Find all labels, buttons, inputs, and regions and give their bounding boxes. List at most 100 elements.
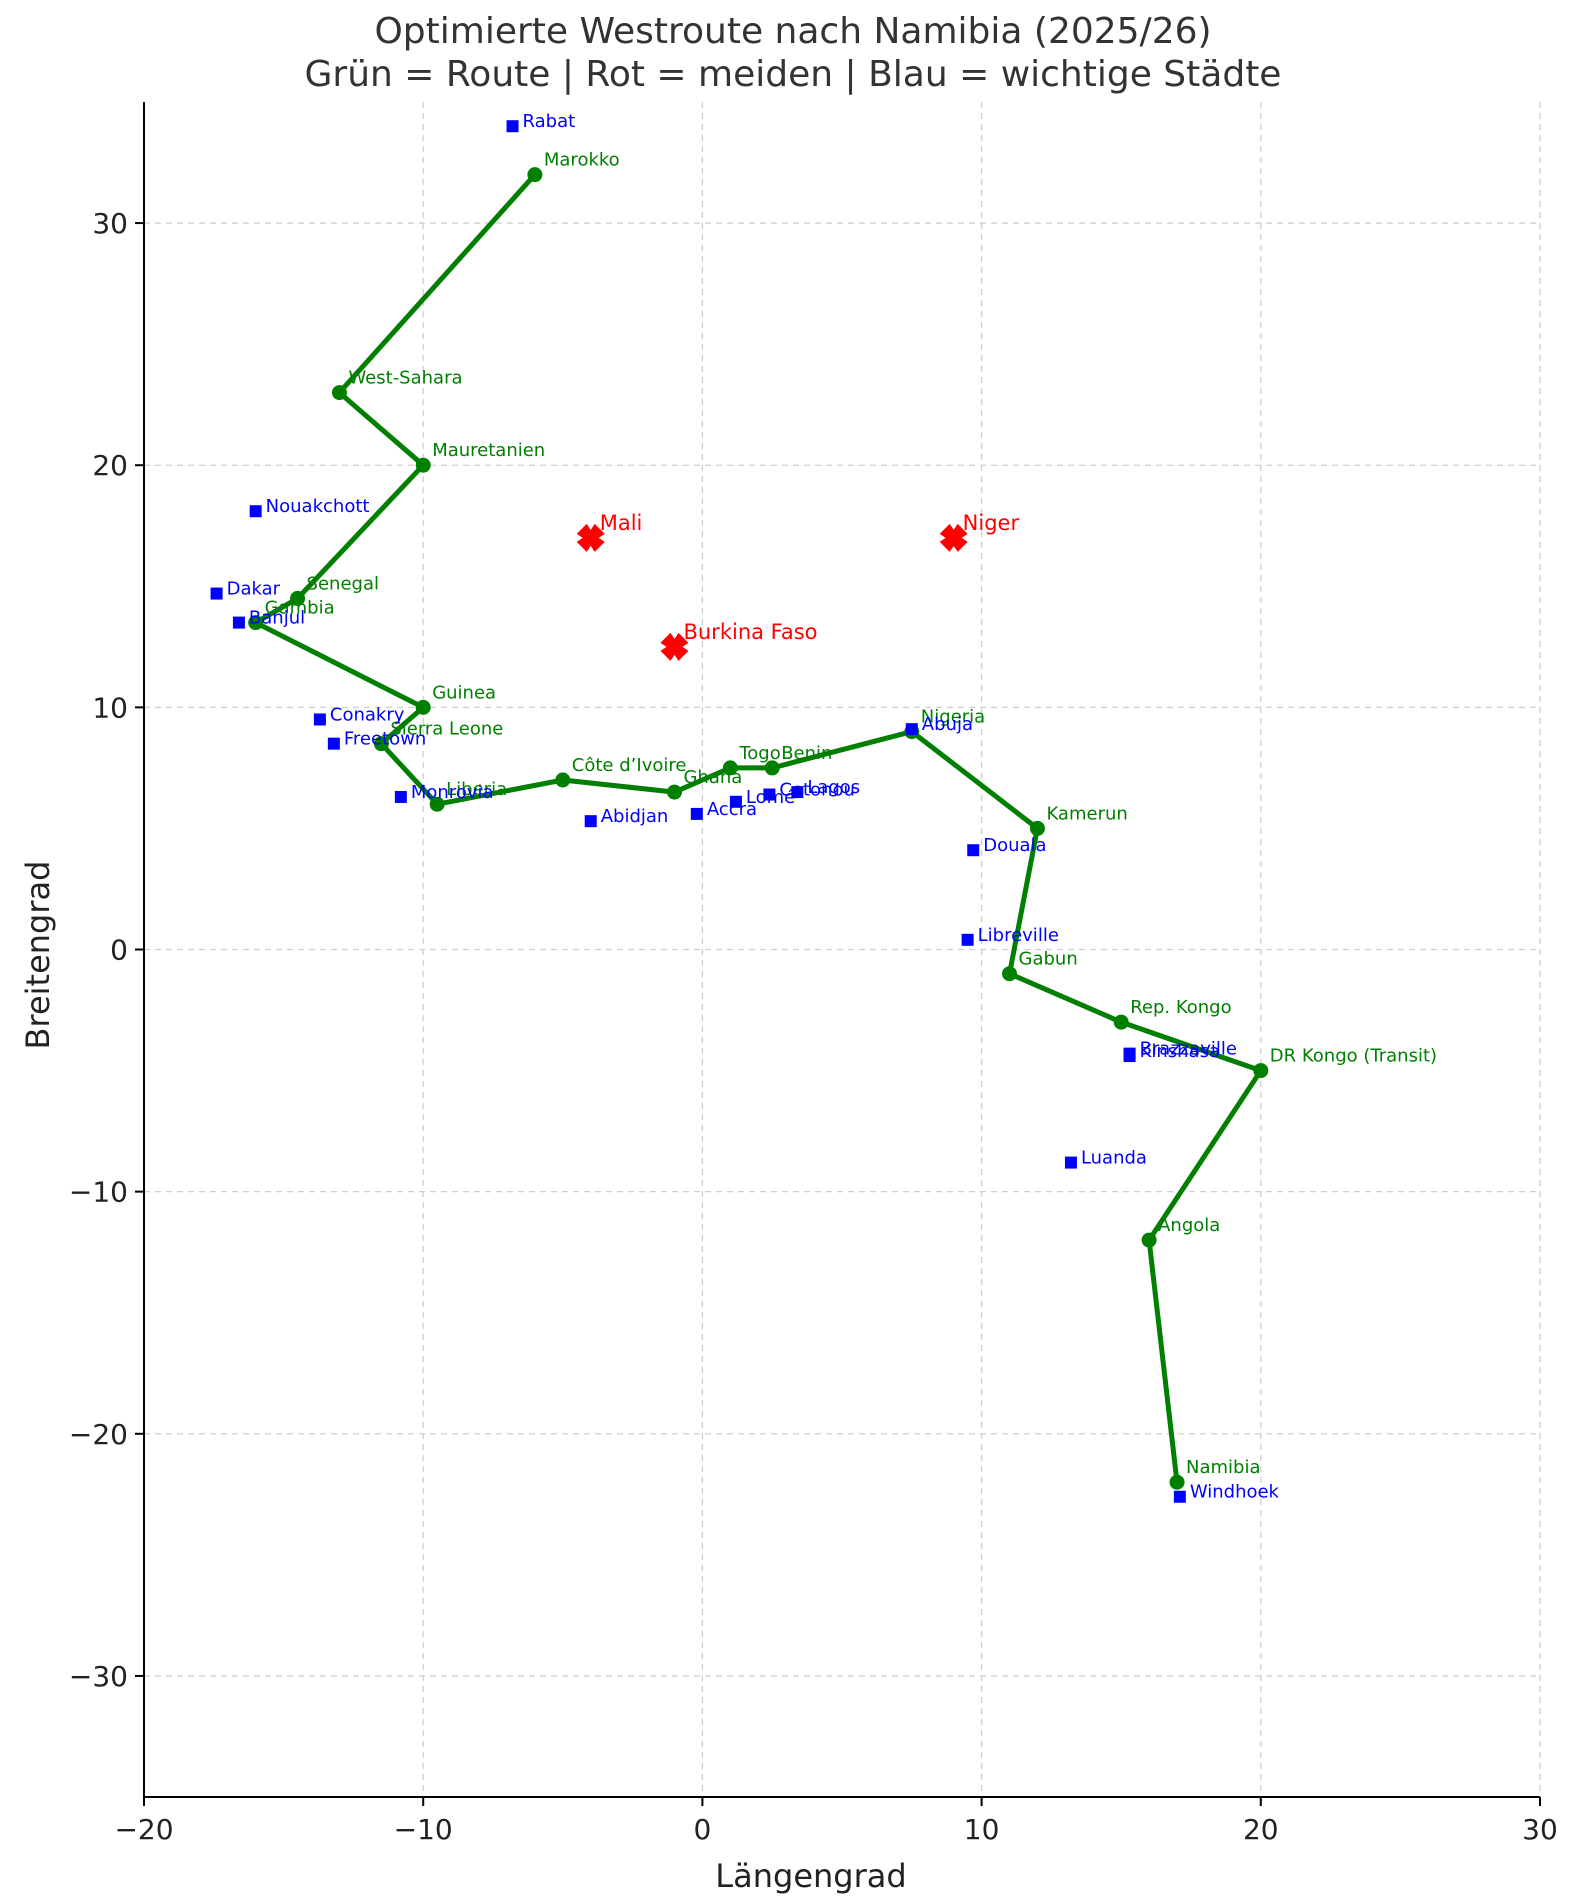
avoid-marker-burkina-faso (660, 632, 689, 661)
axes-layer: −20 −10 0 10 20 30 −30 −20 −10 0 10 20 30 (69, 102, 1558, 1846)
chart-subtitle: Grün = Route | Rot = meiden | Blau = wic… (305, 54, 1282, 95)
city-marker-douala (967, 844, 980, 857)
city-marker-accra (690, 807, 703, 820)
city-marker-abidjan (584, 815, 597, 828)
city-label-douala: Douala (983, 835, 1046, 856)
city-label-dakar: Dakar (227, 579, 281, 600)
city-marker-banjul (232, 616, 245, 629)
city-marker-nouakchott (249, 505, 262, 518)
city-label-nouakchott: Nouakchott (266, 496, 370, 517)
city-label-brazzaville: Brazzaville (1140, 1039, 1237, 1060)
route-label-sierra-leone: Sierra Leone (390, 719, 503, 740)
city-marker-luanda (1064, 1156, 1077, 1169)
x-tick-label: 0 (693, 1813, 711, 1846)
route-point-rep-kongo (1113, 1014, 1129, 1030)
city-label-monrovia: Monrovia (411, 782, 494, 803)
route-label-west-sahara: West-Sahara (348, 368, 462, 389)
city-label-banjul: Banjul (249, 608, 305, 629)
city-layer (210, 120, 1186, 1503)
y-tick-label: 10 (92, 691, 128, 724)
route-label-marokko: Marokko (544, 150, 620, 171)
y-tick-label: −20 (69, 1418, 128, 1451)
route-point-marokko (527, 167, 543, 183)
route-point-west-sahara (331, 385, 347, 401)
route-label-gambia: Gambia (265, 598, 335, 619)
city-label-windhoek: Windhoek (1190, 1482, 1280, 1503)
route-layer (248, 167, 1269, 1490)
city-label-abidjan: Abidjan (601, 806, 669, 827)
city-marker-rabat (506, 120, 519, 133)
route-label-guinea: Guinea (432, 682, 496, 703)
city-marker-lagos (791, 786, 804, 799)
route-point-mauretanien (415, 457, 431, 473)
city-label-conakry: Conakry (330, 704, 405, 725)
route-point-cote-d-ivoire (555, 772, 571, 788)
route-label-togo: Togo (738, 743, 780, 764)
route-label-mauretanien: Mauretanien (432, 440, 545, 461)
route-label-nigeria: Nigeria (921, 707, 985, 728)
route-point-angola (1141, 1232, 1157, 1248)
route-point-kamerun (1029, 820, 1045, 836)
city-marker-monrovia (394, 790, 407, 803)
x-tick-label: −20 (114, 1813, 173, 1846)
city-marker-lome (729, 795, 742, 808)
route-label-benin: Benin (781, 743, 832, 764)
route-point-senegal (290, 590, 306, 606)
route-point-guinea (415, 699, 431, 715)
city-marker-libreville (961, 933, 974, 946)
chart-title: Optimierte Westroute nach Namibia (2025/… (374, 11, 1211, 52)
route-point-gabun (1002, 966, 1018, 982)
avoid-label-burkina-faso: Burkina Faso (683, 620, 817, 644)
y-tick-label: 20 (92, 449, 128, 482)
y-tick-label: −10 (69, 1176, 128, 1209)
x-tick-label: 20 (1243, 1813, 1279, 1846)
city-label-libreville: Libreville (978, 925, 1059, 946)
route-point-ghana (666, 784, 682, 800)
route-point-dr-kongo-transit (1253, 1063, 1269, 1079)
city-label-lagos: Lagos (807, 777, 860, 798)
city-label-freetown: Freetown (344, 729, 426, 750)
route-label-rep-kongo: Rep. Kongo (1130, 997, 1231, 1018)
avoid-marker-niger (939, 523, 968, 552)
city-marker-windhoek (1173, 1490, 1186, 1503)
y-tick-label: 30 (92, 207, 128, 240)
avoid-layer (576, 523, 968, 661)
route-point-benin (764, 760, 780, 776)
route-point-sierra-leone (373, 736, 389, 752)
route-label-ghana: Ghana (683, 767, 742, 788)
route-label-namibia: Namibia (1186, 1457, 1261, 1478)
avoid-label-niger: Niger (963, 511, 1020, 535)
city-marker-conakry (313, 713, 326, 726)
route-label-liberia: Liberia (446, 779, 507, 800)
avoid-label-mali: Mali (600, 511, 643, 535)
route-label-dr-kongo-transit: DR Kongo (Transit) (1270, 1046, 1437, 1067)
city-marker-dakar (210, 587, 223, 600)
route-point-namibia (1169, 1474, 1185, 1490)
city-label-cotonou: Cotonou (779, 780, 854, 801)
y-tick-label: 0 (110, 934, 128, 967)
city-marker-abuja (905, 723, 918, 736)
city-marker-cotonou (763, 788, 776, 801)
avoid-marker-mali (576, 523, 605, 552)
route-label-senegal: Senegal (307, 573, 379, 594)
x-tick-label: 30 (1522, 1813, 1558, 1846)
city-label-abuja: Abuja (922, 714, 973, 735)
route-label-cote-d-ivoire: Côte d’Ivoire (572, 755, 687, 776)
label-layer: Marokko West-Sahara Mauretanien Senegal Gamb… (227, 111, 1437, 1503)
city-marker-freetown (327, 737, 340, 750)
city-label-kinshasa: Kinshasa (1140, 1041, 1220, 1062)
route-label-kamerun: Kamerun (1046, 803, 1127, 824)
route-point-gambia (248, 615, 264, 631)
x-tick-label: 10 (964, 1813, 1000, 1846)
city-label-accra: Accra (707, 799, 757, 820)
route-label-angola: Angola (1158, 1215, 1220, 1236)
grid-layer (143, 102, 1541, 1797)
city-label-rabat: Rabat (523, 111, 576, 132)
route-label-gabun: Gabun (1019, 949, 1078, 970)
city-label-lome: Lomé (746, 787, 795, 808)
city-marker-kinshasa (1123, 1050, 1136, 1063)
route-point-togo (722, 760, 738, 776)
y-tick-label: −30 (69, 1660, 128, 1693)
